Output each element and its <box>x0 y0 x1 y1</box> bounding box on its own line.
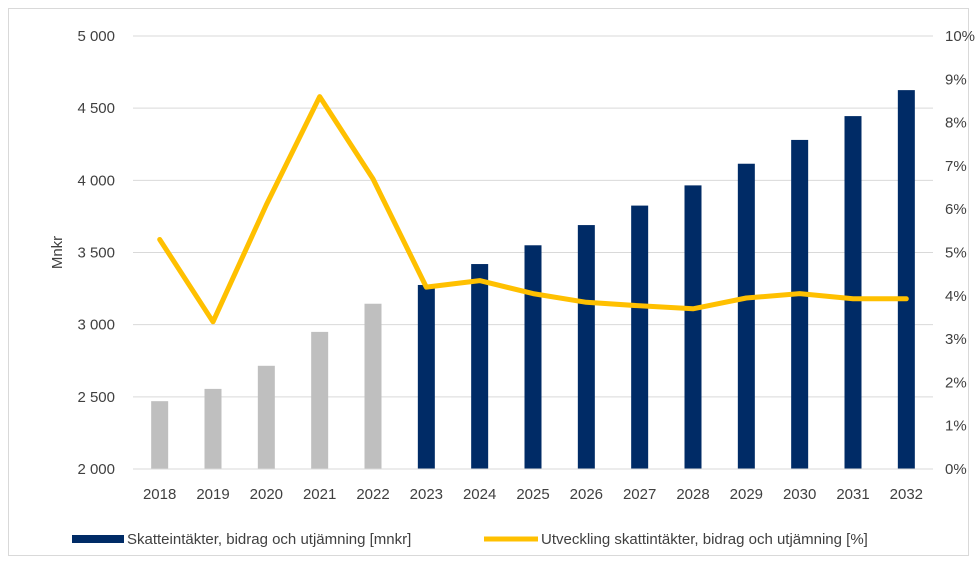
legend: Skatteintäkter, bidrag och utjämning [mn… <box>72 531 868 548</box>
bar-series <box>151 90 915 470</box>
x-tick-label: 2018 <box>143 486 176 503</box>
bar <box>524 245 542 469</box>
bar <box>577 225 595 469</box>
x-tick-label: 2019 <box>196 486 229 503</box>
chart-frame <box>8 8 969 556</box>
right-axis-ticks: 0% 1% 2% 3% 4% 5% 6% 7% 8% 9% 10% <box>945 28 975 478</box>
x-tick-label: 2032 <box>890 486 923 503</box>
y-axis-label: Mnkr <box>49 236 66 269</box>
left-tick-label: 5 000 <box>77 28 115 45</box>
x-tick-label: 2020 <box>250 486 283 503</box>
bar <box>791 139 809 470</box>
bar <box>364 303 382 469</box>
bar <box>151 401 169 469</box>
x-tick-label: 2023 <box>410 486 443 503</box>
x-tick-label: 2026 <box>570 486 603 503</box>
x-tick-label: 2028 <box>676 486 709 503</box>
right-tick-label: 10% <box>945 28 975 45</box>
left-tick-label: 4 500 <box>77 100 115 117</box>
bar <box>737 163 755 470</box>
bar <box>417 284 435 469</box>
x-tick-label: 2025 <box>516 486 549 503</box>
bar <box>631 205 649 469</box>
x-tick-label: 2030 <box>783 486 816 503</box>
bar <box>204 388 222 469</box>
left-tick-label: 3 500 <box>77 245 115 262</box>
right-tick-label: 6% <box>945 201 967 218</box>
legend-label-bars: Skatteintäkter, bidrag och utjämning [mn… <box>127 531 411 548</box>
right-tick-label: 4% <box>945 288 967 305</box>
x-tick-label: 2031 <box>836 486 869 503</box>
right-tick-label: 7% <box>945 158 967 175</box>
x-tick-label: 2021 <box>303 486 336 503</box>
legend-label-line: Utveckling skattintäkter, bidrag och utj… <box>541 531 868 548</box>
x-axis-ticks: 2018 2019 2020 2021 2022 2023 2024 2025 2026 2027… <box>143 486 923 503</box>
right-tick-label: 1% <box>945 418 967 435</box>
left-axis-ticks: 2 000 2 500 3 000 3 500 4 000 4 500 5 000 <box>77 28 115 478</box>
line-series-path <box>157 94 909 325</box>
right-tick-label: 9% <box>945 71 967 88</box>
x-tick-label: 2022 <box>356 486 389 503</box>
right-tick-label: 2% <box>945 374 967 391</box>
x-tick-label: 2029 <box>730 486 763 503</box>
bar <box>844 116 862 469</box>
x-tick-label: 2027 <box>623 486 656 503</box>
left-tick-label: 2 500 <box>77 389 115 406</box>
bar <box>311 331 329 469</box>
x-tick-label: 2024 <box>463 486 496 503</box>
left-tick-label: 4 000 <box>77 172 115 189</box>
right-tick-label: 3% <box>945 331 967 348</box>
bar <box>897 90 915 469</box>
left-tick-label: 2 000 <box>77 461 115 478</box>
left-tick-label: 3 000 <box>77 317 115 334</box>
bar <box>257 365 275 469</box>
bar <box>684 185 702 469</box>
right-tick-label: 0% <box>945 461 967 478</box>
right-tick-label: 5% <box>945 245 967 262</box>
bar <box>471 264 489 469</box>
legend-swatch-bars <box>72 535 124 543</box>
right-tick-label: 8% <box>945 115 967 132</box>
